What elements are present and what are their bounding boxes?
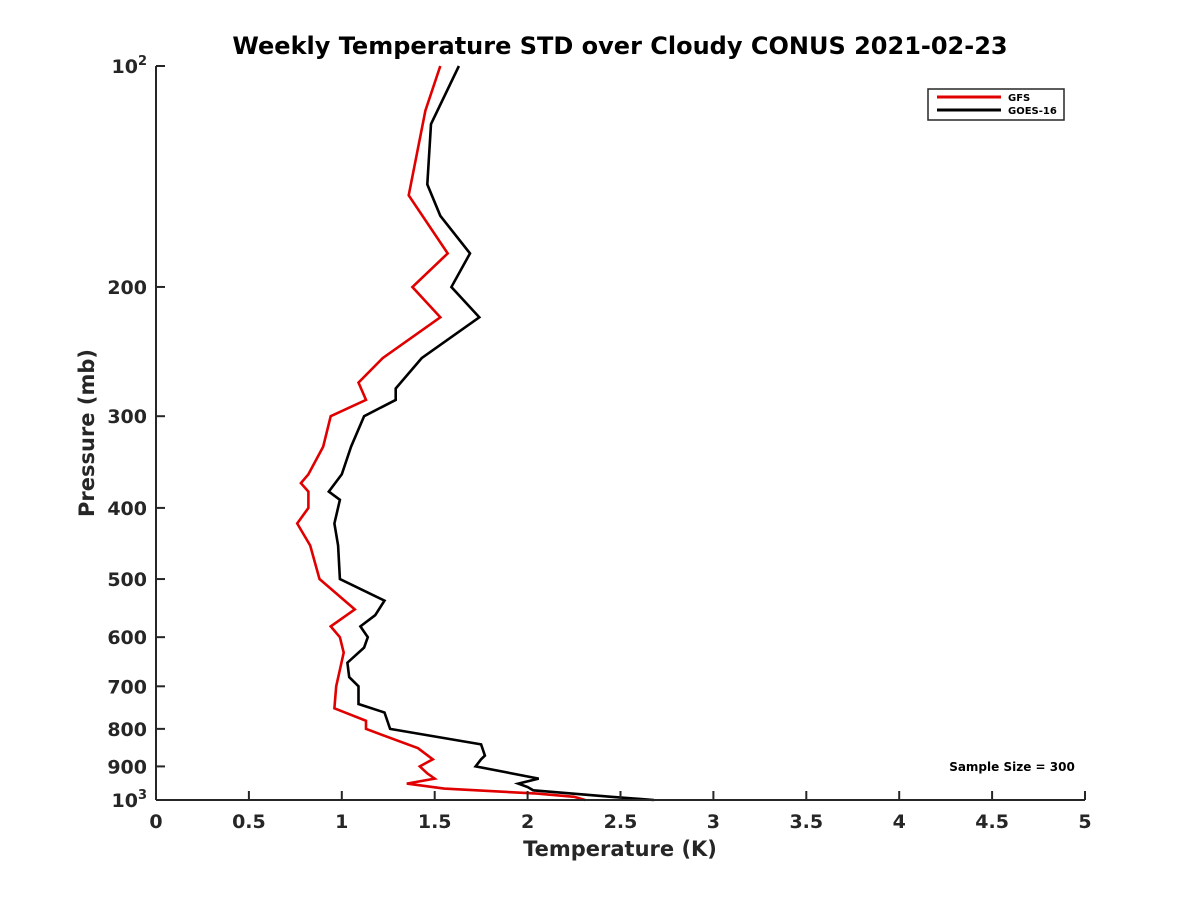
series-line-gfs <box>295 65 586 802</box>
x-axis-label: Temperature (K) <box>523 837 717 861</box>
axes-layer: 0 0.5 1 1.5 2 2.5 3 3.5 4 4.5 5 102 200 300 400 500 600 7… <box>107 54 1091 833</box>
x-tick-label: 5 <box>1078 811 1091 833</box>
x-tick-label: 2 <box>521 811 534 833</box>
y-tick-label: 500 <box>107 569 147 591</box>
legend: GFS GOES-16 <box>927 88 1065 121</box>
x-tick-label: 0.5 <box>232 811 266 833</box>
y-tick-label: 102 <box>112 54 148 78</box>
legend-label-gfs: GFS <box>1008 93 1030 104</box>
plot-area: 0 0.5 1 1.5 2 2.5 3 3.5 4 4.5 5 102 200 300 400 500 600 7… <box>107 54 1091 833</box>
chart-title: Weekly Temperature STD over Cloudy CONUS… <box>232 32 1007 60</box>
x-tick-label: 0 <box>149 811 162 833</box>
y-tick-label: 700 <box>107 676 147 698</box>
series-line-goes16 <box>326 65 654 802</box>
y-tick-label: 300 <box>107 406 147 428</box>
y-axis-label: Pressure (mb) <box>75 349 99 517</box>
sample-size-annotation: Sample Size = 300 <box>949 760 1075 774</box>
x-tick-label: 1 <box>335 811 348 833</box>
y-tick-label: 400 <box>107 498 147 520</box>
y-tick-label: 600 <box>107 627 147 649</box>
x-tick-label: 3.5 <box>789 811 823 833</box>
x-tick-label: 4 <box>893 811 906 833</box>
series-layer <box>295 65 654 802</box>
y-tick-label: 200 <box>107 277 147 299</box>
y-tick-label: 900 <box>107 756 147 778</box>
legend-box <box>927 88 1065 121</box>
y-tick-label: 800 <box>107 719 147 741</box>
x-tick-label: 4.5 <box>975 811 1009 833</box>
legend-label-goes16: GOES-16 <box>1008 106 1057 117</box>
x-tick-label: 2.5 <box>604 811 638 833</box>
x-tick-label: 3 <box>707 811 720 833</box>
x-tick-label: 1.5 <box>418 811 452 833</box>
y-tick-label: 103 <box>112 788 148 812</box>
